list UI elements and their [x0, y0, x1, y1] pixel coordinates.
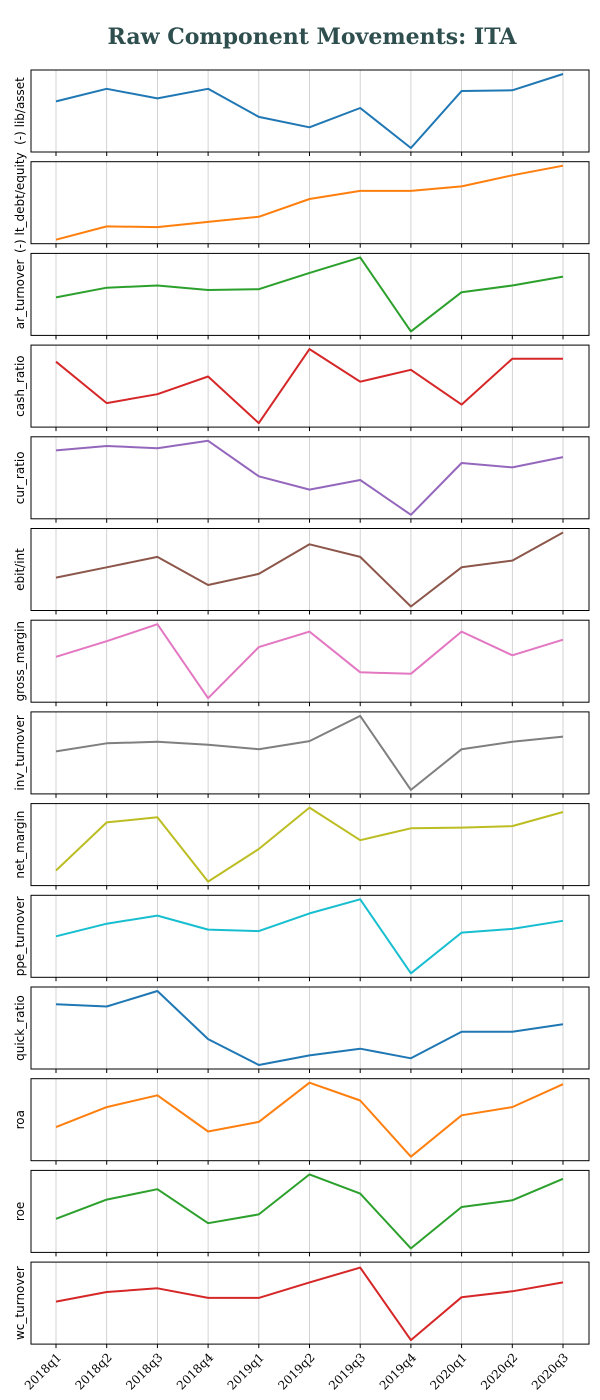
y-axis-label: ppe_turnover — [13, 896, 27, 976]
series-line — [55, 439, 564, 516]
y-axis-label: (-) lt_debt/equity — [13, 152, 27, 253]
x-tick-label: 2019q2 — [275, 1350, 317, 1392]
panel-frame — [30, 986, 590, 1070]
series-line — [55, 1081, 564, 1158]
panel-frame — [30, 1169, 590, 1253]
x-tick-label: 2019q4 — [377, 1350, 420, 1393]
y-axis-label: ebit/int — [13, 548, 27, 591]
x-tick-label: 2018q2 — [72, 1350, 114, 1392]
y-axis-label: roa — [13, 1110, 27, 1129]
y-axis-label: inv_turnover — [13, 715, 27, 791]
panel-roe: roe — [13, 1169, 590, 1257]
panel-frame — [30, 69, 590, 153]
panel-frame — [30, 1078, 590, 1162]
x-tick-label: 2020q1 — [427, 1350, 469, 1392]
panel-frame — [30, 711, 590, 795]
series-line — [55, 714, 564, 791]
x-tick-label: 2020q3 — [529, 1350, 571, 1392]
y-axis-label: (-) lib/asset — [13, 77, 27, 145]
series-line — [55, 990, 564, 1066]
panel-lib-asset: (-) lib/asset — [13, 69, 590, 156]
panel-frame — [30, 528, 590, 611]
panel-frame — [30, 803, 590, 887]
panel-frame — [30, 436, 590, 520]
x-tick-label: 2020q2 — [478, 1350, 520, 1392]
panel-net-margin: net_margin — [13, 803, 590, 890]
series-line — [55, 623, 564, 700]
series-line — [55, 1173, 564, 1250]
panel-frame — [30, 252, 590, 336]
panel-frame — [30, 1261, 590, 1345]
y-axis-label: ar_turnover — [13, 259, 27, 329]
panel-cash-ratio: cash_ratio — [13, 344, 590, 432]
y-axis-label: wc_turnover — [13, 1266, 27, 1340]
x-tick-label: 2018q1 — [22, 1350, 64, 1392]
series-line — [55, 531, 564, 608]
y-axis-label: net_margin — [13, 811, 27, 879]
series-line — [55, 898, 564, 975]
series-line — [55, 348, 563, 425]
panel-wc-turnover: wc_turnover — [13, 1261, 590, 1349]
series-line — [55, 164, 564, 241]
y-axis-label: quick_ratio — [13, 995, 27, 1061]
series-line — [55, 256, 564, 333]
panel-ebit-int: ebit/int — [13, 528, 590, 615]
y-axis-label: gross_margin — [13, 621, 27, 701]
panel-frame — [30, 894, 590, 978]
y-axis-label: roe — [13, 1202, 27, 1221]
panel-ar-turnover: ar_turnover — [13, 252, 590, 340]
panel-ppe-turnover: ppe_turnover — [13, 894, 590, 982]
panel-cur-ratio: cur_ratio — [13, 436, 590, 523]
x-tick-label: 2018q4 — [174, 1350, 217, 1393]
panel-inv-turnover: inv_turnover — [13, 711, 590, 798]
panel-roa: roa — [13, 1078, 590, 1165]
chart-title: Raw Component Movements: ITA — [108, 24, 518, 50]
series-line — [55, 1266, 564, 1342]
panel-lt-debt-equity: (-) lt_debt/equity — [13, 152, 590, 253]
x-tick-label: 2018q3 — [123, 1350, 165, 1392]
series-line — [55, 806, 564, 883]
panel-gross-margin: gross_margin — [13, 619, 590, 707]
y-axis-label: cash_ratio — [13, 355, 27, 416]
y-axis-label: cur_ratio — [13, 451, 27, 504]
series-line — [55, 73, 564, 149]
panel-frame — [30, 344, 590, 428]
panel-frame — [30, 161, 590, 245]
chart-panels: (-) lib/asset (-) lt_debt/equity ar_turnov… — [13, 69, 590, 1349]
panel-quick-ratio: quick_ratio — [13, 986, 590, 1073]
x-axis-ticks: 2018q1 2018q2 2018q3 2018q4 2019q1 2019q2 2019… — [22, 1350, 571, 1393]
x-tick-label: 2019q1 — [225, 1350, 267, 1392]
x-tick-label: 2019q3 — [326, 1350, 368, 1392]
